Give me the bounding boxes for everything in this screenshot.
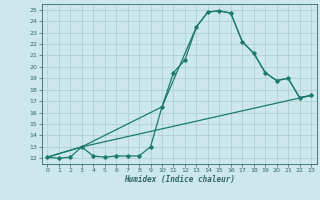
X-axis label: Humidex (Indice chaleur): Humidex (Indice chaleur) [124,175,235,184]
